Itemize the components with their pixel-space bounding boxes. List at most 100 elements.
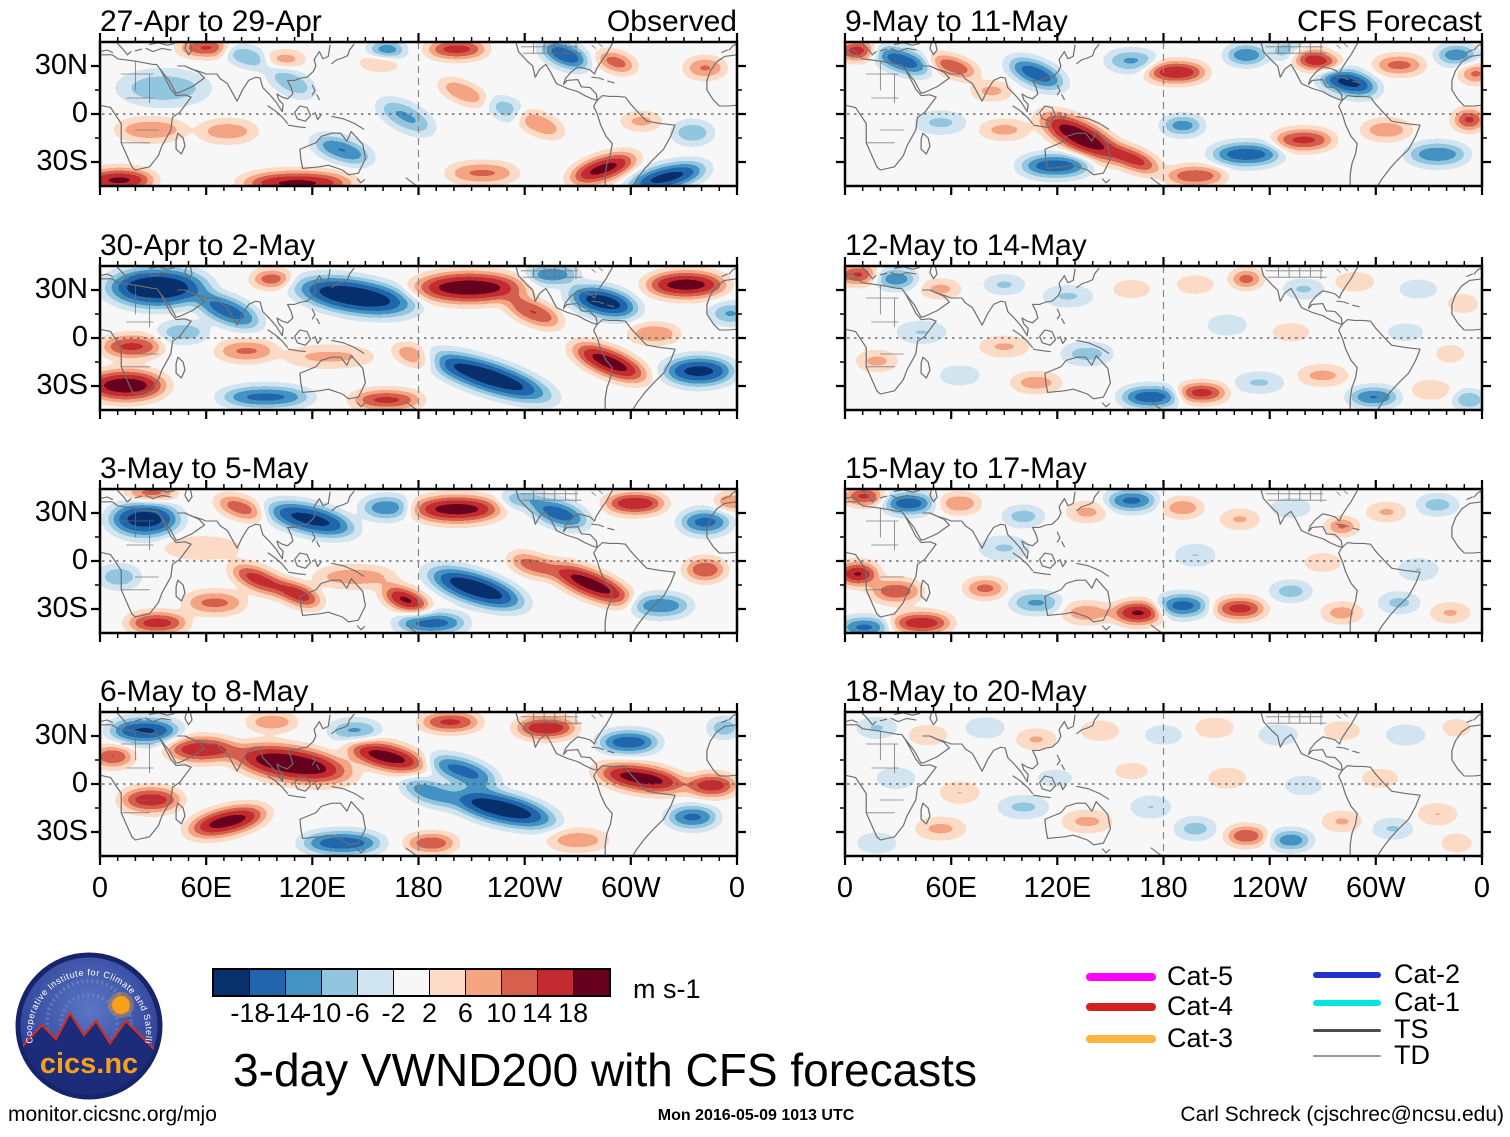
minor-ticks	[840, 707, 1487, 861]
map-border	[843, 710, 1484, 858]
anomaly-map	[836, 480, 1491, 642]
colorbar-cell	[501, 970, 537, 995]
map-border	[843, 40, 1484, 188]
anomaly-map	[91, 703, 746, 865]
minor-ticks	[840, 37, 1487, 191]
logo-sun-icon	[112, 996, 130, 1014]
x-tick-label: 60E	[925, 872, 977, 904]
x-tick-label: 120W	[1231, 872, 1308, 904]
anomaly-map	[836, 33, 1491, 195]
colorbar-cell	[214, 970, 249, 995]
map-border	[843, 487, 1484, 635]
map-panel	[836, 703, 1491, 865]
minor-ticks	[95, 37, 742, 191]
legend-label: Cat-2	[1394, 959, 1461, 989]
coastlines	[846, 490, 1481, 632]
y-tick-label: 0	[71, 321, 88, 353]
major-ticks	[91, 257, 746, 419]
colorbar-tick-label: -18	[230, 998, 270, 1028]
coastlines	[846, 713, 1481, 855]
panel-title: 27-Apr to 29-Apr	[100, 5, 322, 38]
x-tick-label: 0	[1473, 872, 1491, 904]
y-tick-label: 30S	[36, 815, 88, 847]
colorbar-tick-label: -10	[302, 998, 342, 1028]
y-tick-label: 0	[71, 767, 88, 799]
y-tick-label: 0	[71, 544, 88, 576]
major-ticks	[836, 703, 1491, 865]
coastlines	[101, 43, 736, 185]
colorbar-cell	[285, 970, 321, 995]
x-tick-label: 180	[394, 872, 443, 904]
major-ticks	[836, 257, 1491, 419]
colorbar-cell	[321, 970, 357, 995]
x-tick-label: 0	[728, 872, 746, 904]
x-tick-label: 180	[1139, 872, 1188, 904]
legend-label: Cat-4	[1167, 991, 1234, 1021]
cics-nc-logo: cics.nc Cooperative Institute for Climat…	[11, 943, 164, 1101]
map-border	[843, 264, 1484, 412]
logo-mountain-ridge	[20, 1010, 158, 1056]
colorbar-cell	[249, 970, 285, 995]
colorbar-cell	[537, 970, 573, 995]
x-tick-label: 60W	[1346, 872, 1406, 904]
x-tick-label: 0	[836, 872, 854, 904]
minor-ticks	[95, 261, 742, 415]
coastlines	[846, 43, 1481, 185]
colorbar-tick-label: 14	[522, 998, 553, 1028]
y-tick-label: 30N	[34, 273, 88, 305]
generation-timestamp: Mon 2016-05-09 1013 UTC	[657, 1107, 855, 1124]
major-ticks	[91, 703, 746, 865]
figure-title: 3-day VWND200 with CFS forecasts	[233, 1044, 977, 1096]
y-tick-label: 30S	[36, 592, 88, 624]
legend-label: Cat-3	[1167, 1023, 1234, 1053]
coastlines	[846, 267, 1481, 409]
legend-line-ts	[1313, 1028, 1381, 1032]
y-tick-label: 30S	[36, 369, 88, 401]
minor-ticks	[95, 484, 742, 638]
anomaly-map	[91, 480, 746, 642]
colorbar-cell	[465, 970, 501, 995]
author-credit: Carl Schreck (cjschrec@ncsu.edu)	[1180, 1103, 1504, 1126]
colorbar-units: m s-1	[633, 974, 701, 1004]
panel-title: 18-May to 20-May	[845, 675, 1087, 708]
y-tick-label: 30N	[34, 49, 88, 81]
panel-title: 6-May to 8-May	[100, 675, 309, 708]
map-border	[98, 40, 739, 188]
map-panel	[836, 33, 1491, 195]
map-panel	[91, 33, 746, 195]
legend-line-td	[1313, 1055, 1381, 1057]
x-tick-label: 0	[91, 872, 109, 904]
colorbar-cell	[357, 970, 393, 995]
panel-title: 9-May to 11-May	[845, 5, 1068, 38]
colorbar-tick-label: -14	[266, 998, 306, 1028]
map-panel	[836, 480, 1491, 642]
colorbar-tick-label: 6	[457, 998, 473, 1028]
legend-line-cat-4	[1086, 1003, 1156, 1011]
map-border	[98, 264, 739, 412]
coastlines	[101, 713, 736, 855]
colorbar-tick-label: 10	[486, 998, 517, 1028]
column-corner-label: CFS Forecast	[1296, 5, 1482, 38]
column-corner-label: Observed	[606, 5, 737, 38]
coastlines	[101, 267, 736, 409]
panel-title: 12-May to 14-May	[845, 229, 1087, 262]
major-ticks	[836, 33, 1491, 195]
anomaly-map	[836, 703, 1491, 865]
map-panel	[91, 257, 746, 419]
colorbar-tick-label: 18	[558, 998, 589, 1028]
major-ticks	[836, 480, 1491, 642]
panel-title: 3-May to 5-May	[100, 452, 309, 485]
map-border	[98, 487, 739, 635]
x-tick-label: 60E	[180, 872, 232, 904]
logo-wordmark: cics.nc	[40, 1048, 138, 1080]
map-panel	[836, 257, 1491, 419]
minor-ticks	[840, 484, 1487, 638]
x-tick-label: 60W	[601, 872, 661, 904]
colorbar-cell	[393, 970, 429, 995]
map-panel	[91, 703, 746, 865]
major-ticks	[91, 480, 746, 642]
x-tick-label: 120W	[486, 872, 563, 904]
legend-label: Cat-5	[1167, 961, 1234, 991]
map-border	[98, 710, 739, 858]
minor-ticks	[840, 261, 1487, 415]
